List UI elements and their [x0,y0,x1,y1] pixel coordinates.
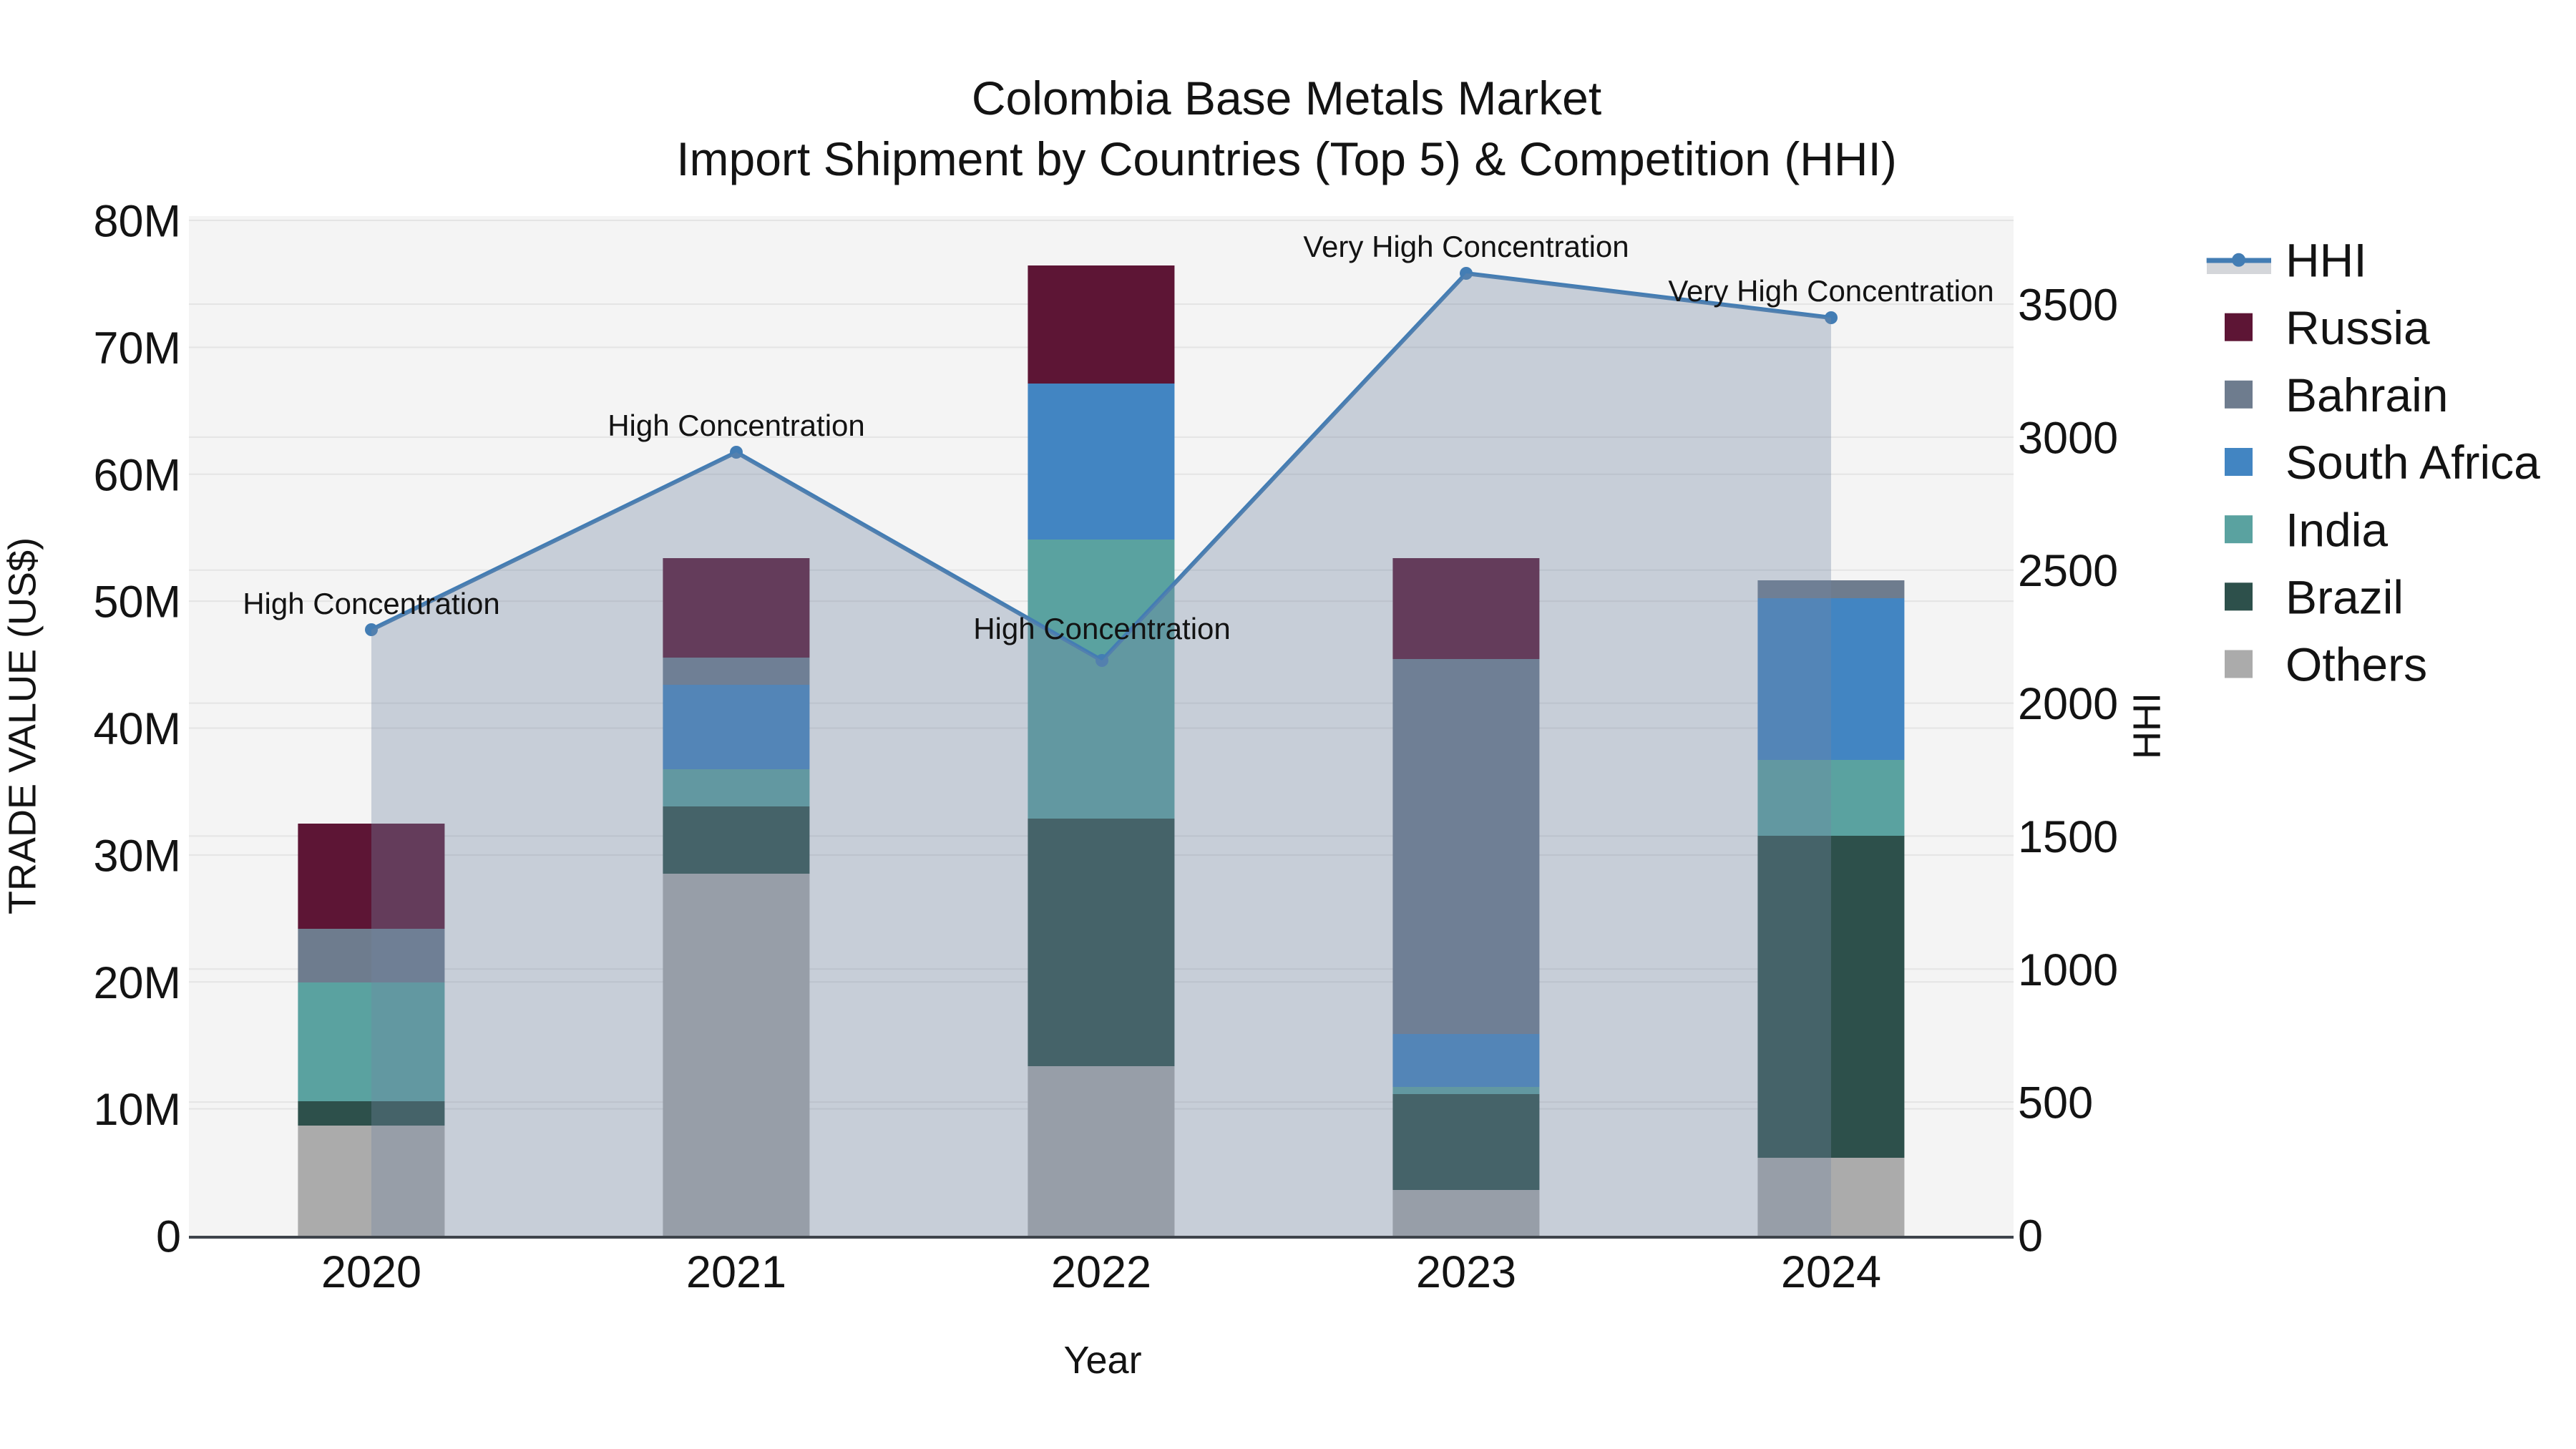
svg-text:10M: 10M [93,1085,181,1135]
svg-text:Brazil: Brazil [2285,570,2404,623]
svg-text:30M: 30M [93,831,181,881]
svg-text:60M: 60M [93,450,181,500]
svg-text:HHI: HHI [2285,234,2367,287]
svg-text:TRADE VALUE (US$): TRADE VALUE (US$) [1,537,44,914]
svg-text:0: 0 [2018,1211,2043,1262]
svg-text:20M: 20M [93,958,181,1008]
svg-text:1000: 1000 [2018,945,2118,995]
svg-text:2000: 2000 [2018,679,2118,729]
svg-text:50M: 50M [93,577,181,628]
svg-text:0: 0 [156,1212,181,1262]
svg-text:Russia: Russia [2285,301,2430,354]
svg-text:70M: 70M [93,323,181,374]
svg-text:2024: 2024 [1781,1247,1881,1297]
svg-text:2500: 2500 [2018,546,2118,596]
svg-text:500: 500 [2018,1078,2093,1128]
svg-text:Very High Concentration: Very High Concentration [1303,230,1629,263]
svg-text:Year: Year [1063,1339,1141,1382]
svg-text:Bahrain: Bahrain [2285,369,2449,421]
svg-text:High Concentration: High Concentration [608,409,865,442]
svg-text:1500: 1500 [2018,812,2118,862]
svg-text:India: India [2285,503,2388,556]
svg-text:High Concentration: High Concentration [973,612,1231,645]
svg-text:2021: 2021 [686,1247,786,1297]
svg-text:Others: Others [2285,638,2427,691]
svg-text:80M: 80M [93,197,181,247]
svg-text:40M: 40M [93,704,181,754]
svg-text:3500: 3500 [2018,280,2118,331]
svg-text:2022: 2022 [1051,1247,1151,1297]
svg-text:2023: 2023 [1416,1247,1516,1297]
svg-text:Colombia Base Metals Market: Colombia Base Metals Market [972,72,1601,125]
svg-text:South Africa: South Africa [2285,436,2540,489]
svg-text:3000: 3000 [2018,413,2118,463]
svg-text:HHI: HHI [2126,693,2169,759]
svg-text:Import Shipment by Countries (: Import Shipment by Countries (Top 5) & C… [676,132,1897,185]
svg-text:2020: 2020 [321,1247,421,1297]
svg-text:Very High Concentration: Very High Concentration [1668,274,1994,308]
svg-text:High Concentration: High Concentration [243,587,500,620]
